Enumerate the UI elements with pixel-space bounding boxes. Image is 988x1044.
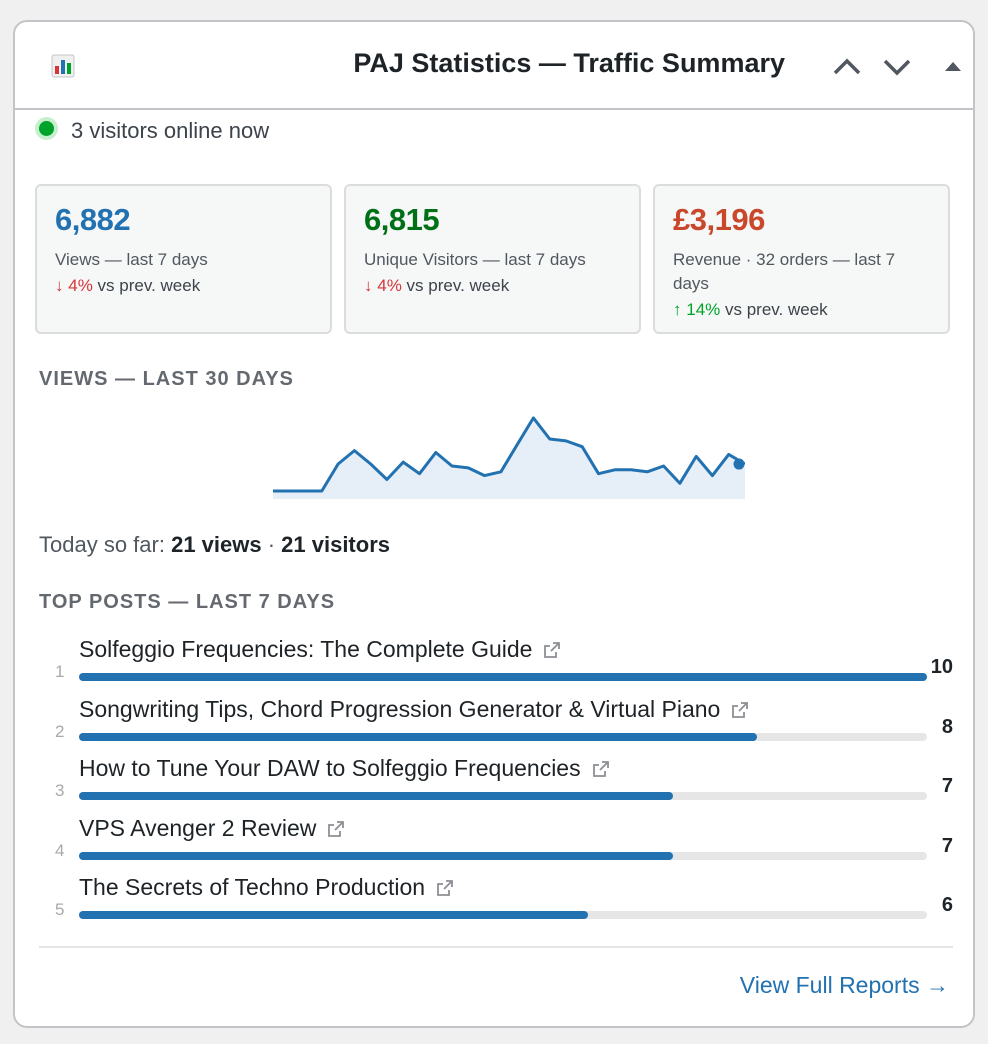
top-post-row: 4 VPS Avenger 2 Review 7 (39, 815, 953, 871)
stat-change-suffix: vs prev. week (401, 276, 510, 295)
post-title[interactable]: Songwriting Tips, Chord Progression Gene… (79, 696, 721, 722)
views-sparkline-chart (273, 416, 745, 499)
post-bar-fill (79, 911, 588, 919)
stat-card-views: 6,882 Views — last 7 days ↓ 4% vs prev. … (35, 184, 332, 334)
view-full-reports-link[interactable]: View Full Reports → (739, 972, 949, 998)
stat-change: ↑ 14% vs prev. week (673, 300, 930, 320)
post-bar-track (79, 792, 927, 800)
stat-change-suffix: vs prev. week (720, 300, 828, 319)
post-rank: 4 (55, 841, 65, 860)
today-summary: Today so far: 21 views · 21 visitors (39, 532, 390, 558)
post-title[interactable]: VPS Avenger 2 Review (79, 815, 317, 841)
post-link[interactable]: Songwriting Tips, Chord Progression Gene… (79, 696, 749, 723)
top-post-row: 3 How to Tune Your DAW to Solfeggio Freq… (39, 755, 953, 811)
stat-value: 6,882 (55, 202, 131, 237)
stat-label: Views — last 7 days (55, 250, 208, 269)
post-count: 7 (941, 775, 953, 797)
stat-change-pct: 14% (686, 300, 721, 319)
stat-label: Unique Visitors — last 7 days (364, 250, 586, 269)
post-bar-fill (79, 792, 673, 800)
today-views: 21 views (171, 532, 262, 557)
today-sep: · (261, 532, 282, 557)
widget-title: PAJ Statistics — Traffic Summary (353, 48, 785, 78)
online-text: 3 visitors online now (71, 118, 270, 143)
today-prefix: Today so far: (39, 532, 172, 557)
stat-label: Revenue · 32 orders — last 7 days (673, 250, 896, 293)
post-bar-track (79, 673, 927, 681)
post-link[interactable]: How to Tune Your DAW to Solfeggio Freque… (79, 755, 609, 782)
collapse-toggle-icon[interactable] (935, 52, 971, 82)
post-count: 6 (941, 894, 953, 916)
stat-change: ↓ 4% vs prev. week (364, 276, 621, 296)
external-link-icon[interactable] (544, 642, 561, 658)
external-link-icon[interactable] (732, 702, 749, 718)
sparkline-last-point (733, 458, 745, 470)
widget-header: PAJ Statistics — Traffic Summary (15, 22, 973, 110)
post-bar-track (79, 911, 927, 919)
stat-value: 6,815 (364, 202, 440, 237)
post-link[interactable]: The Secrets of Techno Production (79, 874, 453, 901)
stat-change: ↓ 4% vs prev. week (55, 276, 312, 296)
trend-up-arrow: ↑ (673, 300, 682, 319)
post-title[interactable]: Solfeggio Frequencies: The Complete Guid… (79, 636, 533, 662)
footer-divider (39, 946, 953, 948)
online-dot-icon (39, 121, 54, 136)
post-rank: 5 (55, 900, 65, 919)
stat-change-pct: 4% (68, 276, 93, 295)
views-section-title: VIEWS — LAST 30 DAYS (39, 368, 294, 390)
online-status: 3 visitors online now (37, 118, 269, 144)
stat-change-suffix: vs prev. week (92, 276, 201, 295)
post-bar-track (79, 733, 927, 741)
move-up-icon[interactable] (829, 52, 865, 82)
post-title[interactable]: The Secrets of Techno Production (79, 874, 426, 900)
sparkline-line (273, 416, 745, 493)
post-rank: 3 (55, 781, 65, 800)
post-count: 7 (941, 835, 953, 857)
bar-chart-icon (51, 54, 75, 78)
post-link[interactable]: Solfeggio Frequencies: The Complete Guid… (79, 636, 561, 663)
post-title[interactable]: How to Tune Your DAW to Solfeggio Freque… (79, 755, 581, 781)
stat-value: £3,196 (673, 202, 765, 237)
top-post-row: 5 The Secrets of Techno Production 6 (39, 874, 953, 930)
post-rank: 2 (55, 722, 65, 741)
today-visitors: 21 visitors (281, 532, 390, 557)
top-post-row: 2 Songwriting Tips, Chord Progression Ge… (39, 696, 953, 752)
traffic-summary-widget: PAJ Statistics — Traffic Summary 3 visit… (13, 20, 975, 1028)
post-bar-fill (79, 733, 758, 741)
post-link[interactable]: VPS Avenger 2 Review (79, 815, 345, 842)
post-bar-fill (79, 673, 927, 681)
post-bar-track (79, 852, 927, 860)
post-count: 10 (930, 656, 953, 678)
stat-change-pct: 4% (377, 276, 402, 295)
post-count: 8 (941, 716, 953, 738)
external-link-icon[interactable] (592, 761, 609, 777)
post-bar-fill (79, 852, 673, 860)
top-post-row: 1 Solfeggio Frequencies: The Complete Gu… (39, 636, 953, 692)
external-link-icon[interactable] (437, 880, 453, 896)
stat-card-unique-visitors: 6,815 Unique Visitors — last 7 days ↓ 4%… (344, 184, 641, 334)
top-posts-section-title: TOP POSTS — LAST 7 DAYS (39, 591, 336, 613)
post-rank: 1 (55, 662, 65, 681)
trend-down-arrow: ↓ (364, 276, 373, 295)
stat-card-revenue: £3,196 Revenue · 32 orders — last 7 days… (653, 184, 950, 334)
move-down-icon[interactable] (879, 52, 915, 82)
trend-down-arrow: ↓ (55, 276, 64, 295)
external-link-icon[interactable] (328, 821, 345, 837)
